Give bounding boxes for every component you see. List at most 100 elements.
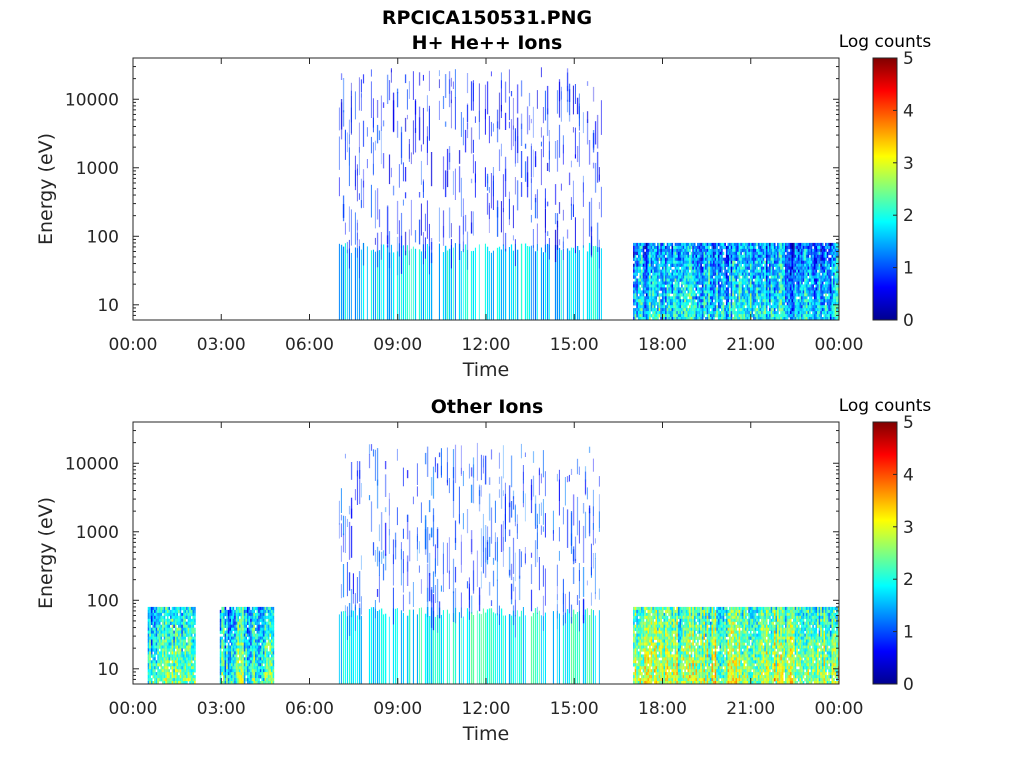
data-cell — [677, 257, 680, 261]
data-cell — [804, 257, 806, 261]
data-streak — [444, 74, 447, 98]
data-cell — [713, 308, 715, 312]
data-cell — [713, 263, 715, 267]
data-cell — [221, 609, 223, 614]
data-cell — [829, 242, 832, 247]
data-cell — [693, 317, 696, 320]
data-streak — [500, 249, 502, 320]
data-cell — [655, 275, 658, 279]
data-cell — [650, 293, 653, 297]
data-streak — [532, 245, 534, 320]
data-cell — [155, 624, 158, 628]
data-cell — [176, 630, 179, 634]
data-cell — [738, 251, 741, 256]
data-streak — [444, 170, 447, 198]
data-cell — [719, 242, 722, 247]
data-cell — [671, 305, 674, 309]
data-cell — [793, 284, 795, 288]
data-cell — [837, 299, 839, 303]
data-cell — [219, 639, 222, 643]
data-cell — [674, 296, 677, 300]
data-cell — [650, 281, 653, 285]
data-cell — [812, 290, 814, 294]
data-streak — [404, 167, 407, 182]
data-cell — [738, 260, 741, 264]
data-cell — [799, 284, 802, 288]
data-cell — [748, 317, 750, 320]
data-cell — [247, 642, 249, 646]
data-cell — [242, 606, 244, 611]
data-streak — [484, 84, 486, 120]
data-cell — [813, 269, 816, 273]
data-cell — [745, 293, 747, 297]
data-cell — [767, 248, 770, 253]
data-cell — [826, 302, 829, 306]
data-cell — [751, 278, 754, 282]
data-cell — [719, 314, 722, 318]
data-cell — [669, 305, 672, 309]
data-streak — [448, 79, 451, 108]
data-cell — [681, 269, 683, 273]
data-cell — [695, 272, 698, 276]
data-cell — [187, 633, 190, 637]
data-cell — [817, 278, 819, 282]
data-cell — [641, 317, 643, 320]
data-cell — [649, 296, 651, 300]
data-cell — [732, 254, 734, 259]
data-cell — [157, 618, 159, 623]
data-cell — [797, 302, 800, 306]
data-cell — [668, 311, 670, 315]
data-cell — [709, 317, 712, 320]
data-cell — [224, 612, 227, 617]
data-cell — [165, 645, 167, 649]
data-cell — [762, 269, 765, 273]
data-cell — [705, 296, 707, 300]
data-streak — [414, 99, 417, 133]
data-cell — [732, 305, 734, 309]
data-cell — [829, 248, 832, 253]
data-cell — [679, 311, 682, 315]
data-cell — [149, 660, 151, 664]
data-cell — [245, 666, 247, 670]
data-cell — [812, 278, 814, 282]
data-cell — [837, 248, 839, 253]
data-cell — [697, 260, 699, 264]
data-cell — [179, 627, 182, 631]
data-cell — [751, 275, 754, 279]
spectrogram-data — [147, 442, 839, 684]
data-cell — [778, 305, 781, 309]
data-cell — [685, 317, 688, 320]
data-cell — [243, 624, 246, 628]
data-cell — [713, 284, 715, 288]
data-cell — [674, 299, 677, 303]
data-cell — [698, 287, 701, 291]
data-cell — [695, 254, 698, 259]
data-cell — [805, 242, 808, 247]
data-cell — [668, 299, 670, 303]
data-cell — [809, 287, 811, 291]
data-cell — [721, 263, 723, 267]
data-cell — [764, 305, 766, 309]
data-cell — [721, 317, 723, 320]
data-streak — [474, 161, 476, 198]
data-cell — [698, 317, 701, 320]
data-cell — [652, 257, 654, 261]
data-cell — [637, 302, 640, 306]
data-cell — [645, 299, 648, 303]
data-cell — [757, 275, 760, 279]
data-cell — [173, 648, 175, 652]
data-cell — [155, 606, 158, 611]
data-cell — [834, 290, 837, 294]
data-cell — [633, 275, 635, 279]
data-streak — [466, 73, 469, 94]
data-cell — [695, 305, 698, 309]
data-cell — [767, 278, 770, 282]
data-cell — [639, 314, 642, 318]
data-cell — [687, 284, 690, 288]
data-cell — [741, 284, 744, 288]
data-cell — [671, 296, 674, 300]
data-cell — [170, 648, 172, 652]
data-cell — [773, 242, 776, 247]
data-cell — [227, 681, 230, 684]
data-cell — [179, 651, 182, 655]
